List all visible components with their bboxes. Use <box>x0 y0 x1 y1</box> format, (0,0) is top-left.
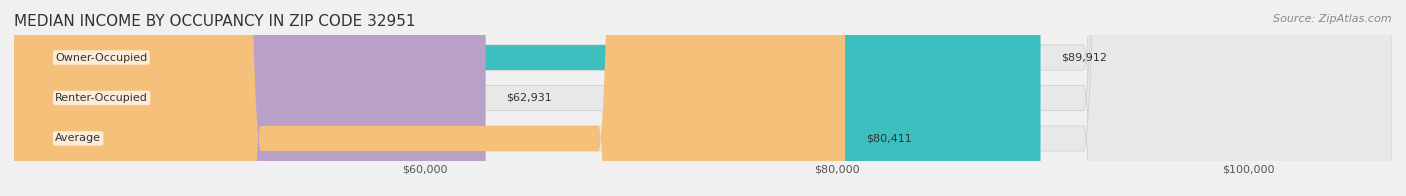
Text: Source: ZipAtlas.com: Source: ZipAtlas.com <box>1274 14 1392 24</box>
FancyBboxPatch shape <box>14 0 1392 196</box>
FancyBboxPatch shape <box>14 0 845 196</box>
Text: Renter-Occupied: Renter-Occupied <box>55 93 148 103</box>
Text: Owner-Occupied: Owner-Occupied <box>55 53 148 63</box>
FancyBboxPatch shape <box>14 0 485 196</box>
FancyBboxPatch shape <box>14 0 1040 196</box>
Text: Average: Average <box>55 133 101 143</box>
Text: $89,912: $89,912 <box>1062 53 1107 63</box>
Text: $62,931: $62,931 <box>506 93 553 103</box>
Text: MEDIAN INCOME BY OCCUPANCY IN ZIP CODE 32951: MEDIAN INCOME BY OCCUPANCY IN ZIP CODE 3… <box>14 14 416 29</box>
Text: $80,411: $80,411 <box>866 133 911 143</box>
FancyBboxPatch shape <box>14 0 1392 196</box>
FancyBboxPatch shape <box>14 0 1392 196</box>
